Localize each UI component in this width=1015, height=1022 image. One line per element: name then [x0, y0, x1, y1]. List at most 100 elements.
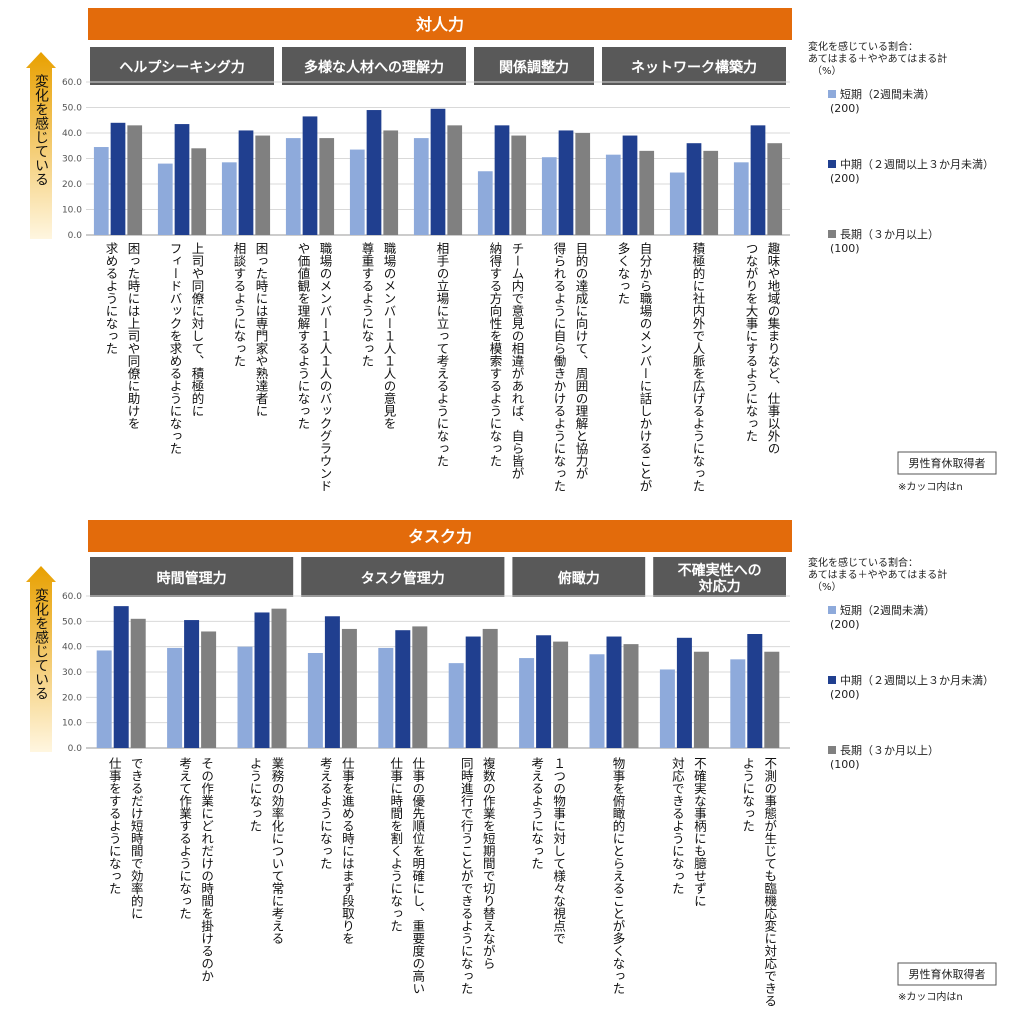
bar-long: [693, 651, 709, 748]
x-category-label: 目的の達成に向けて、周囲の理解と協力が: [574, 242, 589, 480]
bar-short: [730, 659, 746, 748]
category-group-label: 不確実性への: [678, 562, 762, 579]
bar-long: [764, 651, 780, 748]
x-category-label: 多くなった: [616, 242, 631, 305]
bar-long: [383, 130, 399, 235]
legend-entry-label: 短期（2週間未満）: [840, 87, 935, 101]
category-group-header: [88, 555, 296, 599]
category-group-label: 対応力: [698, 578, 741, 595]
bar-short: [659, 669, 675, 748]
category-group-header: [299, 555, 507, 599]
category-group-label: 時間管理力: [157, 570, 227, 587]
x-category-label: 納得する方向性を模索するようになった: [488, 242, 503, 467]
x-category-label: 不測の事態が生じても臨機応変に対応できる: [762, 757, 777, 1007]
bar-short: [285, 138, 301, 235]
bar-mid: [254, 612, 270, 748]
legend-entry-n: (100): [830, 758, 860, 771]
legend-entry-n: (200): [830, 688, 860, 701]
x-category-label: 上司や同僚に対して、積極的に: [190, 242, 205, 417]
category-group-header: [472, 45, 596, 87]
x-category-label: 自分から職場のメンバーに話しかけることが: [638, 242, 653, 492]
bar-short: [669, 172, 685, 235]
y-tick-label: 10.0: [62, 719, 82, 729]
legend-entry-label: 中期（２週間以上３か月未満）: [840, 158, 994, 171]
y-axis-label: 変化を感じている: [33, 587, 49, 700]
bar-mid: [686, 143, 702, 235]
bar-short: [448, 663, 464, 748]
y-axis-label: 変化を感じている: [33, 73, 49, 186]
bar-mid: [395, 630, 411, 748]
x-category-label: 業務の効率化について常に考える: [270, 756, 285, 945]
legend-entry-n: (200): [830, 102, 860, 115]
x-category-label: できるだけ短時間で効率的に: [129, 757, 144, 920]
category-group-header: [510, 555, 648, 599]
bar-long: [127, 125, 143, 235]
bar-mid: [465, 636, 481, 748]
bar-long: [319, 138, 335, 235]
section-banner: [88, 8, 792, 40]
legend-entry-label: 中期（２週間以上３か月未満）: [840, 674, 994, 687]
x-category-label: 職場のメンバー１人１人のバックグラウンド: [318, 242, 333, 492]
legend-swatch-short: [828, 90, 836, 98]
y-tick-label: 10.0: [62, 206, 82, 216]
bar-long: [412, 626, 428, 748]
category-group-header: [651, 555, 789, 599]
bar-long: [482, 628, 498, 748]
legend-heading: あてはまる＋ややあてはまる計: [808, 52, 947, 65]
x-category-label: 仕事の優先順位を明確にし、重要度の高い: [410, 757, 425, 995]
y-tick-label: 50.0: [62, 617, 82, 627]
y-tick-label: 20.0: [62, 180, 82, 190]
x-category-label: 趣味や地域の集まりなど、仕事以外の: [766, 241, 781, 455]
bar-short: [413, 138, 429, 235]
bar-mid: [747, 634, 763, 748]
bar-long: [271, 608, 287, 748]
x-category-label: 相手の立場に立って考えるようになった: [435, 242, 450, 467]
bar-short: [519, 658, 535, 748]
x-category-label: 考えて作業するようになった: [177, 757, 192, 920]
category-group-label: 関係調整力: [499, 59, 569, 76]
legend-swatch-long: [828, 230, 836, 238]
bar-mid: [536, 635, 552, 748]
bar-mid: [366, 110, 382, 235]
y-tick-label: 60.0: [62, 592, 82, 602]
x-category-label: 複数の作業を短期間で切り替えながら: [481, 756, 496, 970]
y-tick-label: 20.0: [62, 693, 82, 703]
bar-long: [553, 641, 569, 748]
category-group-header: [600, 45, 788, 87]
bar-long: [201, 631, 217, 748]
bar-short: [349, 149, 365, 235]
legend-entry-n: (200): [830, 618, 860, 631]
x-category-label: 職場のメンバー１人１人の意見を: [382, 242, 397, 430]
legend-entry-n: (100): [830, 242, 860, 255]
x-category-label: １つの物事に対して様々な視点で: [551, 757, 566, 945]
x-category-label: 仕事に時間を割くようになった: [388, 757, 403, 932]
bar-short: [167, 647, 183, 748]
x-category-label: ようになった: [740, 757, 755, 832]
x-category-label: つながりを大事にするようになった: [744, 242, 759, 442]
bar-mid: [606, 636, 622, 748]
bar-short: [541, 157, 557, 235]
y-tick-label: 30.0: [62, 155, 82, 165]
bar-long: [767, 143, 783, 235]
x-category-label: チーム内で意見の相違があれば、自ら皆が: [510, 242, 525, 480]
x-category-label: 仕事をするようになった: [107, 757, 122, 895]
bar-long: [639, 150, 655, 235]
note-box-label: 男性育休取得者: [909, 967, 986, 981]
legend-entry-n: (200): [830, 172, 860, 185]
y-axis-arrow: [26, 52, 56, 239]
x-category-label: 相談するようになった: [232, 242, 247, 367]
legend-swatch-mid: [828, 676, 836, 684]
category-group-label: ヘルプシーキング力: [119, 59, 245, 76]
x-category-label: 考えるようになった: [318, 757, 333, 870]
category-group-label: 多様な人材への理解力: [304, 59, 444, 76]
y-tick-label: 0.0: [68, 231, 83, 241]
bar-short: [307, 653, 323, 748]
y-tick-label: 40.0: [62, 643, 82, 653]
bar-mid: [238, 130, 254, 235]
bar-short: [733, 162, 749, 235]
bar-short: [93, 147, 109, 235]
bar-short: [157, 163, 173, 235]
x-category-label: 対応できるようになった: [670, 757, 685, 895]
